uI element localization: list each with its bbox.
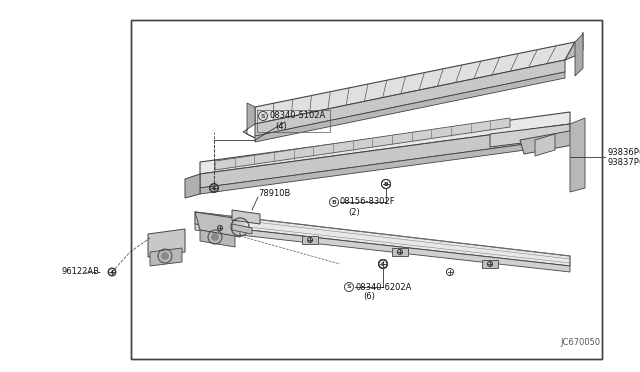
Text: 08340-6202A: 08340-6202A bbox=[355, 282, 412, 292]
Polygon shape bbox=[195, 224, 570, 272]
Polygon shape bbox=[490, 124, 570, 147]
Polygon shape bbox=[150, 248, 182, 266]
Polygon shape bbox=[215, 118, 510, 170]
Text: 96122AB: 96122AB bbox=[62, 267, 100, 276]
Text: B: B bbox=[332, 199, 337, 205]
Polygon shape bbox=[520, 130, 578, 154]
Bar bbox=[131, 20, 602, 359]
Polygon shape bbox=[255, 60, 565, 136]
Text: S: S bbox=[347, 285, 351, 289]
Polygon shape bbox=[302, 236, 318, 244]
Polygon shape bbox=[575, 34, 583, 76]
Polygon shape bbox=[212, 224, 228, 232]
Polygon shape bbox=[232, 224, 252, 234]
Polygon shape bbox=[200, 138, 570, 194]
Polygon shape bbox=[482, 260, 498, 268]
Text: (6): (6) bbox=[363, 292, 375, 301]
Polygon shape bbox=[255, 72, 565, 142]
Text: 08156-8302F: 08156-8302F bbox=[340, 198, 396, 206]
Polygon shape bbox=[200, 112, 570, 174]
Polygon shape bbox=[200, 124, 570, 188]
Text: (2): (2) bbox=[348, 208, 360, 217]
Polygon shape bbox=[535, 134, 555, 156]
Polygon shape bbox=[255, 42, 575, 124]
Text: B: B bbox=[383, 182, 388, 186]
Text: 08340-5102A: 08340-5102A bbox=[269, 112, 325, 121]
Text: S: S bbox=[110, 269, 114, 275]
Polygon shape bbox=[243, 103, 255, 138]
Circle shape bbox=[211, 234, 218, 241]
Polygon shape bbox=[200, 230, 235, 247]
Circle shape bbox=[161, 253, 168, 260]
Text: S: S bbox=[260, 113, 266, 119]
Text: 93837P(LH): 93837P(LH) bbox=[607, 157, 640, 167]
Text: S: S bbox=[212, 186, 216, 190]
Bar bbox=[131, 20, 602, 359]
Text: 93836P(RH): 93836P(RH) bbox=[607, 148, 640, 157]
Polygon shape bbox=[570, 118, 585, 192]
Polygon shape bbox=[185, 174, 200, 198]
Polygon shape bbox=[565, 32, 583, 60]
Text: (4): (4) bbox=[275, 122, 287, 131]
Text: S: S bbox=[381, 262, 385, 266]
Polygon shape bbox=[392, 248, 408, 256]
Polygon shape bbox=[195, 212, 570, 266]
Text: JC670050: JC670050 bbox=[560, 338, 600, 347]
Polygon shape bbox=[148, 229, 185, 257]
Polygon shape bbox=[232, 210, 260, 224]
Polygon shape bbox=[195, 212, 240, 237]
Text: 78910B: 78910B bbox=[258, 189, 291, 199]
Circle shape bbox=[235, 222, 245, 232]
